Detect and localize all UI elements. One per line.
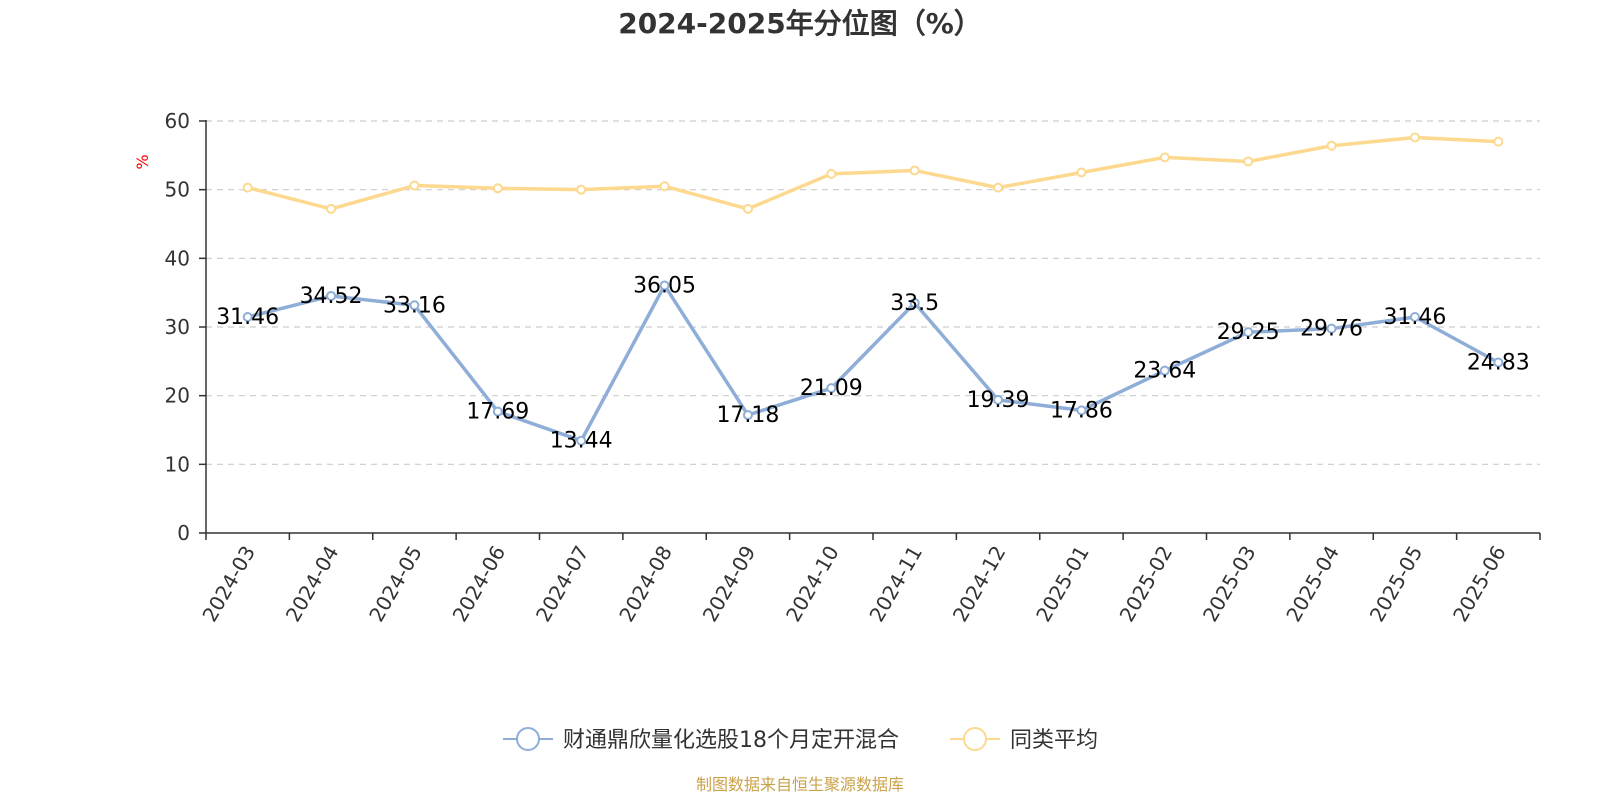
data-label: 19.39 [967,388,1030,413]
legend-marker [516,727,540,751]
y-tick-label: 0 [177,521,190,545]
series-0-point [1493,357,1504,368]
series-0-point [993,394,1004,405]
source-note: 制图数据来自恒生聚源数据库 [696,775,904,794]
series-0-point [242,311,253,322]
series-1-point [659,181,670,192]
data-label: 17.86 [1050,398,1113,423]
y-tick-label: 10 [165,452,190,476]
data-label: 34.52 [300,284,363,309]
series-0-point [326,290,337,301]
data-label: 33.16 [383,293,446,318]
series-1-point [576,184,587,195]
data-label: 21.09 [800,376,863,401]
x-tick-label: 2024-09 [698,542,761,626]
data-label: 36.05 [633,273,696,298]
data-label: 17.69 [466,400,529,425]
data-label: 33.5 [890,291,939,316]
series-0-point [1159,365,1170,376]
x-tick-label: 2024-05 [364,542,427,626]
series-line-1 [247,135,1499,211]
x-tick-label: 2025-04 [1281,542,1344,626]
series-1-point [1076,167,1087,178]
x-tick-label: 2024-06 [448,542,511,626]
series-line-0 [247,283,1500,443]
series-0-point [576,435,587,446]
y-axis-label: % [133,154,152,169]
data-label: 13.44 [550,429,613,454]
x-tick-label: 2025-05 [1365,542,1428,626]
series-group [242,132,1504,446]
series-0-point [742,410,753,421]
series-0-point [909,297,920,308]
data-label: 31.46 [216,305,279,330]
legend-marker [963,727,987,751]
x-tick-label: 2024-12 [948,542,1011,626]
series-1-point [1409,132,1420,143]
series-1-point [492,183,503,194]
series-1-point [1243,156,1254,167]
data-label: 29.25 [1217,320,1280,345]
series-0-point [1409,311,1420,322]
series-0-point [492,406,503,417]
x-tick-label: 2024-03 [197,542,260,626]
legend-item-fund[interactable]: 财通鼎欣量化选股18个月定开混合 [503,727,899,753]
x-tick-label: 2025-01 [1031,542,1094,626]
x-tick-label: 2025-06 [1448,542,1511,626]
x-tick-label: 2025-02 [1115,542,1178,626]
series-1-point [993,182,1004,193]
gridlines [206,120,1540,465]
legend[interactable]: 财通鼎欣量化选股18个月定开混合 同类平均 [503,727,1098,753]
y-tick-label: 20 [165,384,190,408]
x-tick-label: 2024-07 [531,542,594,626]
series-1-point [1159,152,1170,163]
x-tick-label: 2024-04 [281,542,344,626]
data-label: 23.64 [1133,359,1196,384]
x-tick-label: 2024-11 [864,542,927,626]
y-tick-label: 30 [165,315,190,339]
series-0-point [1076,405,1087,416]
series-1-point [1493,136,1504,147]
series-0-point [826,383,837,394]
y-tick-label: 60 [165,109,190,133]
series-0-point [659,280,670,291]
series-1-point [826,168,837,179]
x-tick-label: 2025-03 [1198,542,1261,626]
data-label: 17.18 [716,403,779,428]
y-tick-label: 40 [165,246,190,270]
data-label: 24.83 [1467,351,1530,376]
series-1-point [326,203,337,214]
series-0-point [1326,323,1337,334]
series-0-point [1243,327,1254,338]
data-labels: 31.46 34.52 33.16 17.69 13.44 36.05 17.18 21.09… [216,273,1530,453]
series-1-point [409,180,420,191]
legend-label: 财通鼎欣量化选股18个月定开混合 [563,728,899,753]
data-label: 29.76 [1300,317,1363,342]
legend-label: 同类平均 [1010,728,1098,753]
series-0-point [409,300,420,311]
series-1-point [742,203,753,214]
y-tick-label: 50 [165,178,190,202]
legend-item-average[interactable]: 同类平均 [950,727,1098,753]
series-1-point [909,165,920,176]
x-tick-label: 2024-08 [614,542,677,626]
series-1-point [1326,140,1337,151]
series-1-point [242,182,253,193]
chart-title: 2024-2025年分位图（%） [618,7,982,40]
data-label: 31.46 [1383,305,1446,330]
x-tick-label: 2024-10 [781,542,844,626]
